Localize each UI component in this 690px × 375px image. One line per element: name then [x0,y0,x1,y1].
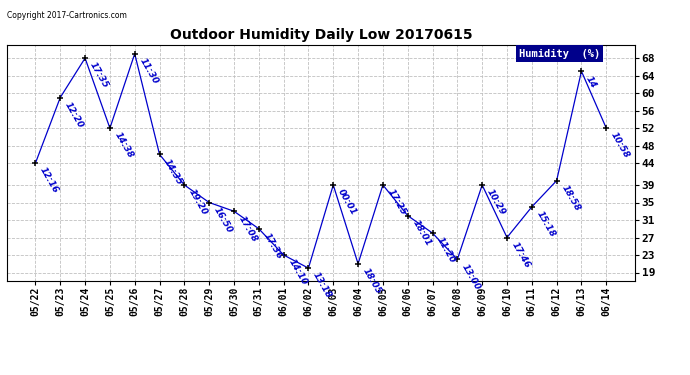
Text: 12:16: 12:16 [38,166,60,195]
Text: 17:36: 17:36 [262,231,284,261]
Text: 10:29: 10:29 [485,188,507,217]
Text: 17:25: 17:25 [386,188,408,217]
Text: 14: 14 [584,74,598,89]
Text: 19:20: 19:20 [187,188,209,217]
Text: 17:35: 17:35 [88,61,110,90]
Text: 14:10: 14:10 [286,258,308,287]
Text: 10:58: 10:58 [609,131,631,160]
Text: 17:08: 17:08 [237,214,259,243]
Text: 13:00: 13:00 [460,262,482,291]
Text: 18:05: 18:05 [361,267,383,296]
Text: 14:35: 14:35 [162,157,184,186]
Text: 18:01: 18:01 [411,218,433,248]
Text: 11:20: 11:20 [435,236,457,265]
Text: 00:01: 00:01 [336,188,358,217]
Text: 18:58: 18:58 [560,183,582,213]
Text: 13:18: 13:18 [311,271,333,300]
Text: 15:18: 15:18 [535,210,557,239]
Text: 16:50: 16:50 [212,205,234,235]
Text: 14:38: 14:38 [112,131,135,160]
Text: 11:30: 11:30 [137,57,159,86]
Text: 17:46: 17:46 [510,240,532,270]
Text: Humidity  (%): Humidity (%) [519,48,600,58]
Text: Copyright 2017-Cartronics.com: Copyright 2017-Cartronics.com [7,11,127,20]
Text: 12:20: 12:20 [63,100,85,130]
Title: Outdoor Humidity Daily Low 20170615: Outdoor Humidity Daily Low 20170615 [170,28,472,42]
